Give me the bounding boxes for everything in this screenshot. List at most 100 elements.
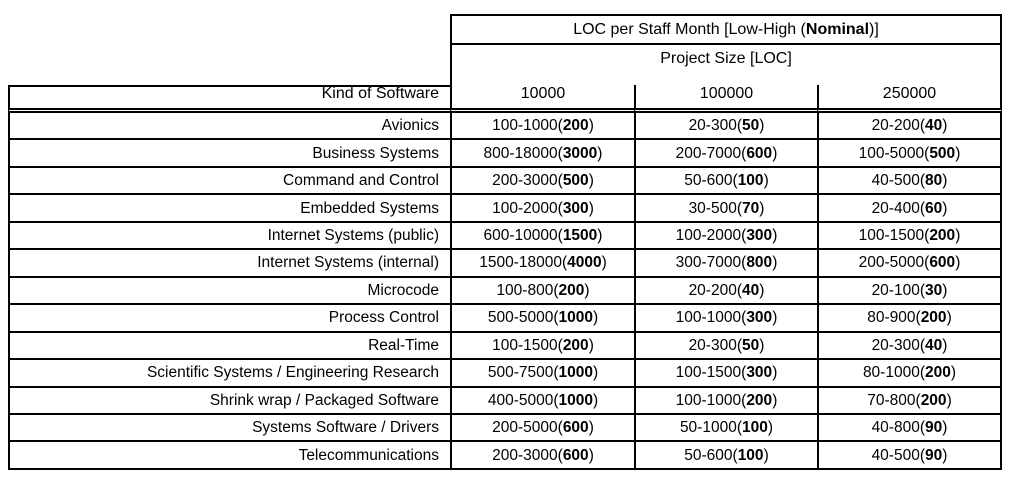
range-value: 20-200 [871, 117, 920, 135]
nominal-value: 3000 [558, 145, 603, 162]
nominal-value: 200 [916, 392, 952, 409]
row-label-text: Process Control [328, 309, 439, 327]
value-cell: 50-600100 [634, 442, 817, 470]
nominal-value: 200 [920, 364, 956, 381]
range-value: 20-300 [688, 117, 737, 135]
table-title-prefix: LOC per Staff Month [Low-High ( [573, 20, 806, 38]
row-label-text: Command and Control [283, 172, 439, 190]
value-cell: 20-30050 [634, 113, 817, 141]
table-title-suffix: )] [869, 20, 879, 38]
row-label-text: Scientific Systems / Engineering Researc… [146, 364, 439, 382]
nominal-value: 40 [920, 117, 948, 134]
range-value: 40-500 [871, 172, 920, 190]
nominal-value: 500 [558, 172, 594, 189]
nominal-value: 60 [920, 200, 948, 217]
row-label-text: Microcode [367, 281, 440, 299]
range-value: 100-800 [496, 281, 554, 299]
nominal-value: 90 [920, 419, 948, 436]
value-cell: 20-30040 [817, 332, 1002, 361]
range-value: 40-500 [871, 446, 920, 464]
value-cell: 800-180003000 [450, 140, 634, 168]
value-cell: 100-1500300 [634, 360, 817, 388]
size-column-header-100000: 100000 [634, 85, 817, 113]
row-label-text: Systems Software / Drivers [252, 419, 439, 437]
value-cell: 40-50080 [817, 167, 1002, 196]
row-label: Process Control [8, 305, 450, 333]
range-value: 200-5000 [858, 254, 925, 272]
range-value: 200-7000 [675, 144, 742, 162]
nominal-value: 500 [924, 145, 960, 162]
range-value: 100-1500 [675, 364, 742, 382]
range-value: 80-1000 [862, 364, 920, 382]
value-cell: 100-1000200 [634, 387, 817, 415]
value-cell: 70-800200 [817, 387, 1002, 415]
nominal-value: 100 [733, 447, 769, 464]
nominal-value: 1000 [553, 309, 598, 326]
row-label-text: Internet Systems (internal) [257, 254, 439, 272]
range-value: 100-1000 [675, 309, 742, 327]
value-cell: 100-1000300 [634, 305, 817, 333]
range-value: 50-1000 [679, 419, 737, 437]
nominal-value: 50 [737, 117, 765, 134]
value-cell: 20-20040 [634, 277, 817, 306]
row-label: Business Systems [8, 140, 450, 168]
row-label: Scientific Systems / Engineering Researc… [8, 360, 450, 388]
range-value: 1500-18000 [479, 254, 562, 272]
row-label-text: Internet Systems (public) [267, 227, 439, 245]
nominal-value: 300 [741, 364, 777, 381]
value-cell: 80-1000200 [817, 360, 1002, 388]
value-cell: 1500-180004000 [450, 250, 634, 278]
range-value: 100-1000 [492, 117, 558, 135]
range-value: 500-5000 [487, 309, 554, 327]
row-label: Real-Time [8, 332, 450, 361]
nominal-value: 1500 [558, 227, 603, 244]
range-value: 20-300 [871, 336, 920, 354]
range-value: 200-5000 [492, 419, 558, 437]
range-value: 20-400 [871, 199, 920, 217]
range-value: 500-7500 [487, 364, 554, 382]
nominal-value: 30 [920, 282, 948, 299]
nominal-value: 40 [737, 282, 765, 299]
loc-productivity-table: LOC per Staff Month [Low-High (Nominal)]… [8, 14, 1002, 470]
range-value: 400-5000 [487, 391, 554, 409]
value-cell: 200-5000600 [450, 414, 634, 443]
value-cell: 200-5000600 [817, 250, 1002, 278]
nominal-value: 200 [553, 282, 589, 299]
value-cell: 100-1000200 [450, 113, 634, 141]
value-cell: 200-7000600 [634, 140, 817, 168]
row-label-text: Business Systems [312, 144, 439, 162]
row-label: Embedded Systems [8, 195, 450, 223]
nominal-value: 300 [741, 309, 777, 326]
value-cell: 50-1000100 [634, 414, 817, 443]
value-cell: 40-80090 [817, 414, 1002, 443]
value-cell: 400-50001000 [450, 387, 634, 415]
nominal-value: 100 [737, 419, 773, 436]
value-cell: 600-100001500 [450, 222, 634, 251]
nominal-value: 90 [920, 447, 948, 464]
value-cell: 100-1500200 [450, 332, 634, 361]
row-label-text: Telecommunications [298, 446, 439, 464]
nominal-value: 4000 [562, 254, 607, 271]
nominal-value: 1000 [553, 364, 598, 381]
value-cell: 100-2000300 [450, 195, 634, 223]
table-title: LOC per Staff Month [Low-High (Nominal)] [450, 14, 1002, 45]
nominal-value: 300 [558, 200, 594, 217]
range-value: 50-600 [684, 446, 733, 464]
range-value: 70-800 [867, 391, 916, 409]
nominal-value: 600 [558, 419, 594, 436]
range-value: 100-2000 [492, 199, 558, 217]
range-value: 300-7000 [675, 254, 742, 272]
row-label: Internet Systems (internal) [8, 250, 450, 278]
value-cell: 20-10030 [817, 277, 1002, 306]
row-label: Shrink wrap / Packaged Software [8, 387, 450, 415]
nominal-value: 50 [737, 337, 765, 354]
value-cell: 200-3000600 [450, 442, 634, 470]
range-value: 200-3000 [492, 446, 558, 464]
row-label: Internet Systems (public) [8, 222, 450, 251]
value-cell: 20-40060 [817, 195, 1002, 223]
nominal-value: 1000 [553, 392, 598, 409]
nominal-value: 200 [741, 392, 777, 409]
row-label: Systems Software / Drivers [8, 414, 450, 443]
project-size-subheader: Project Size [LOC] [450, 45, 1002, 85]
